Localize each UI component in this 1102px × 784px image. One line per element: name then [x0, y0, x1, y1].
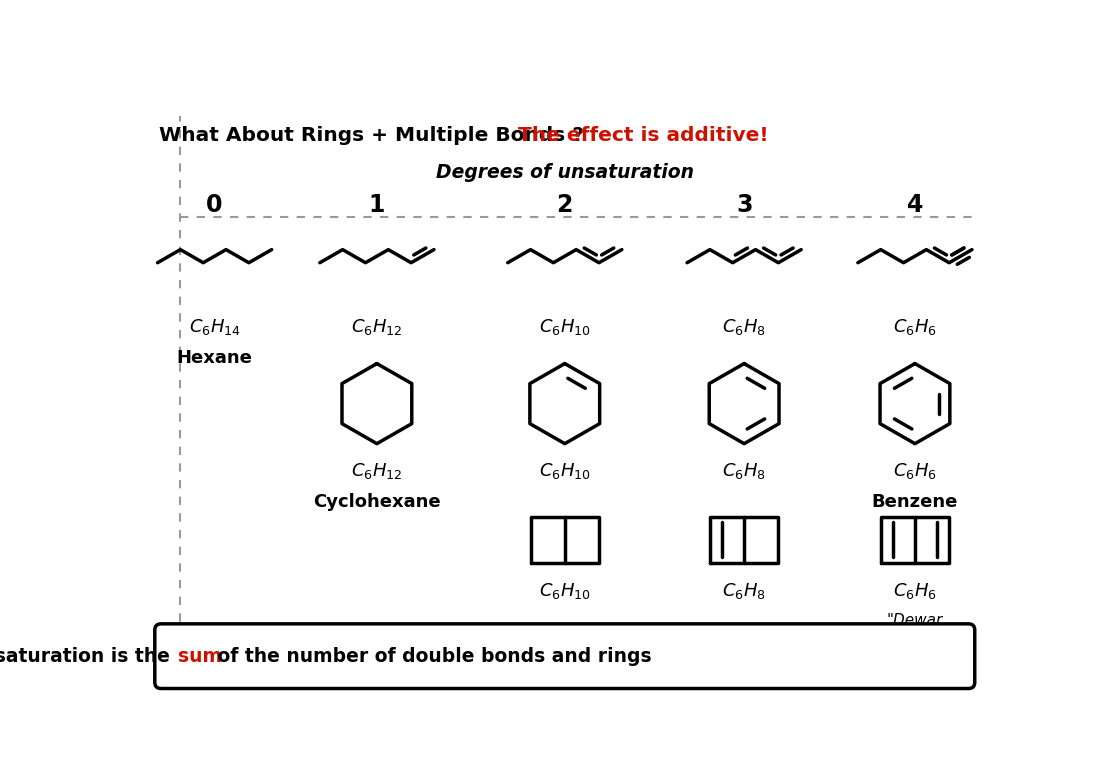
- Text: What About Rings + Multiple Bonds ?: What About Rings + Multiple Bonds ?: [160, 126, 584, 145]
- Text: $C_6H_{12}$: $C_6H_{12}$: [352, 317, 402, 336]
- Text: $C_6H_8$: $C_6H_8$: [722, 581, 766, 601]
- Text: $C_6H_{10}$: $C_6H_{10}$: [539, 461, 591, 481]
- Text: Hexane: Hexane: [176, 349, 252, 367]
- Text: 0: 0: [206, 194, 223, 217]
- Text: 3: 3: [736, 194, 753, 217]
- Text: The effect is additive!: The effect is additive!: [504, 126, 768, 145]
- FancyBboxPatch shape: [154, 624, 975, 688]
- Text: $C_6H_6$: $C_6H_6$: [893, 461, 937, 481]
- Text: $C_6H_{12}$: $C_6H_{12}$: [352, 461, 402, 481]
- Text: $C_6H_8$: $C_6H_8$: [722, 317, 766, 336]
- Text: Degrees of unsaturation: Degrees of unsaturation: [435, 162, 694, 182]
- Text: Cyclohexane: Cyclohexane: [313, 493, 441, 511]
- Text: Benzene: Benzene: [872, 493, 958, 511]
- Text: $C_6H_8$: $C_6H_8$: [722, 461, 766, 481]
- Text: $C_6H_6$: $C_6H_6$: [893, 317, 937, 336]
- Text: $C_6H_{10}$: $C_6H_{10}$: [539, 581, 591, 601]
- Text: 4: 4: [907, 194, 923, 217]
- Text: The degree of unsaturation is the: The degree of unsaturation is the: [0, 647, 176, 666]
- Text: sum: sum: [179, 647, 222, 666]
- Text: $C_6H_{10}$: $C_6H_{10}$: [539, 317, 591, 336]
- Text: 2: 2: [557, 194, 573, 217]
- Text: of the number of double bonds and rings: of the number of double bonds and rings: [210, 647, 651, 666]
- Text: $C_6H_6$: $C_6H_6$: [893, 581, 937, 601]
- Text: 1: 1: [369, 194, 385, 217]
- Text: "Dewar
benzene": "Dewar benzene": [879, 613, 951, 645]
- Text: $C_6H_{14}$: $C_6H_{14}$: [188, 317, 240, 336]
